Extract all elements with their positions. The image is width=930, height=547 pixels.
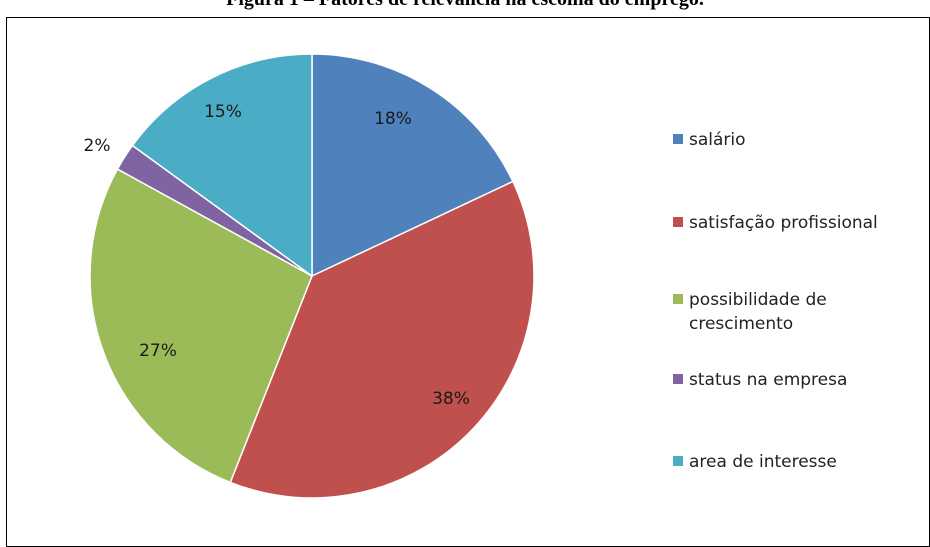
legend-swatch-4 (673, 456, 683, 466)
legend-label-4: area de interesse (689, 452, 837, 472)
pie-slice-4 (131, 53, 313, 278)
legend-swatch-1 (673, 217, 683, 227)
data-label-4: 15% (204, 102, 242, 122)
legend-label-1: satisfação profissional (689, 213, 878, 233)
pie-slice-1 (229, 180, 535, 499)
pie-chart: 18% 38% 27% 2% 15% (84, 53, 535, 499)
data-label-0: 18% (374, 109, 412, 129)
data-label-2: 27% (139, 341, 177, 361)
legend-label-0: salário (689, 130, 746, 150)
legend-swatch-3 (673, 374, 683, 384)
legend-swatch-2 (673, 294, 683, 304)
data-label-1: 38% (432, 389, 470, 409)
pie-slice-0 (311, 53, 514, 278)
legend-label-2: possibilidade de crescimento (689, 290, 827, 334)
legend-item-3: status na empresa (673, 368, 847, 392)
legend-item-1: satisfação profissional (673, 211, 878, 235)
legend-item-4: area de interesse (673, 450, 837, 474)
legend-item-0: salário (673, 128, 746, 152)
legend-label-3: status na empresa (689, 370, 848, 390)
chart-frame: 18% 38% 27% 2% 15% salário satisfação profiss… (6, 17, 930, 547)
data-label-3: 2% (84, 136, 111, 156)
legend-swatch-0 (673, 134, 683, 144)
legend-item-2: possibilidade de crescimento (673, 288, 827, 336)
pie-slice-2 (89, 168, 313, 484)
chart-title: Figura 1 – Fatores de relevância na esco… (0, 0, 930, 11)
